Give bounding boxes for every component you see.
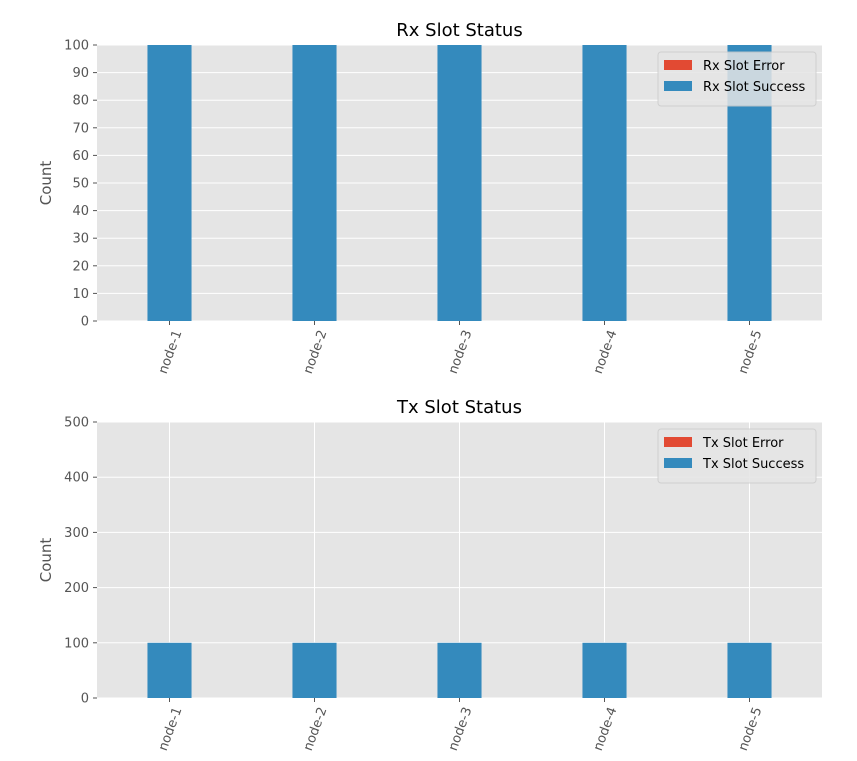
- y-tick-label: 0: [81, 315, 89, 330]
- y-tick-label: 70: [72, 121, 89, 136]
- y-tick-label: 300: [64, 526, 89, 541]
- legend-label: Tx Slot Error: [702, 436, 784, 451]
- legend-swatch: [664, 81, 692, 91]
- bar-tx-slot-success-node-5: [727, 642, 772, 698]
- legend-swatch: [664, 60, 692, 70]
- y-tick-label: 100: [64, 636, 89, 651]
- bar-rx-slot-success-node-4: [582, 45, 627, 321]
- bar-rx-slot-success-node-1: [147, 45, 192, 321]
- y-tick-label: 200: [64, 581, 89, 596]
- bar-tx-slot-success-node-3: [437, 642, 482, 698]
- legend-swatch: [664, 458, 692, 468]
- y-tick-label: 400: [64, 471, 89, 486]
- y-tick-label: 100: [64, 39, 89, 54]
- legend-box: [657, 51, 817, 107]
- chart-title: Tx Slot Status: [396, 397, 522, 418]
- legend-swatch: [664, 437, 692, 447]
- bar-tx-slot-success-node-2: [292, 642, 337, 698]
- y-axis-label: Count: [37, 538, 55, 583]
- legend-label: Rx Slot Success: [703, 80, 805, 95]
- legend-label: Tx Slot Success: [702, 457, 804, 472]
- bar-rx-slot-success-node-2: [292, 45, 337, 321]
- legend-box: [657, 428, 817, 484]
- y-tick-label: 90: [72, 66, 89, 81]
- y-tick-label: 60: [72, 149, 89, 164]
- y-tick-label: 500: [64, 416, 89, 431]
- y-tick-label: 20: [72, 259, 89, 274]
- chart-title: Rx Slot Status: [396, 20, 522, 41]
- bar-tx-slot-success-node-1: [147, 642, 192, 698]
- bar-tx-slot-success-node-4: [582, 642, 627, 698]
- y-tick-label: 80: [72, 94, 89, 109]
- y-tick-label: 40: [72, 204, 89, 219]
- y-tick-label: 50: [72, 177, 89, 192]
- bar-rx-slot-success-node-3: [437, 45, 482, 321]
- y-tick-label: 0: [81, 692, 89, 707]
- legend-label: Rx Slot Error: [703, 59, 785, 74]
- y-tick-label: 10: [72, 287, 89, 302]
- y-axis-label: Count: [37, 161, 55, 206]
- y-tick-label: 30: [72, 232, 89, 247]
